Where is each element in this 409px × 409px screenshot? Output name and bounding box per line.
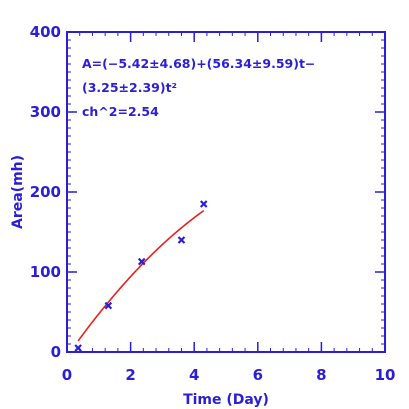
x-tick-label: 6 <box>253 366 263 384</box>
fit-curve <box>77 209 205 342</box>
annotation-line-1: A=(−5.42±4.68)+(56.34±9.59)t− <box>82 56 315 71</box>
y-tick-label: 400 <box>30 23 61 41</box>
data-point <box>104 301 113 310</box>
data-point <box>199 200 208 208</box>
x-tick-label: 4 <box>189 366 199 384</box>
major-ticks <box>66 31 386 353</box>
annotation-line-2: (3.25±2.39)t² <box>82 80 177 95</box>
x-tick-label: 10 <box>375 366 396 384</box>
data-point-stroke <box>137 257 146 266</box>
data-points <box>74 200 208 352</box>
y-tick-label: 100 <box>30 263 61 281</box>
annotation-line-3: ch^2=2.54 <box>82 104 159 119</box>
data-point-stroke <box>199 200 208 208</box>
x-axis-label: Time (Day) <box>183 392 269 408</box>
data-point <box>74 344 82 352</box>
x-tick-label: 2 <box>125 366 135 384</box>
data-point-stroke <box>177 236 186 244</box>
y-tick-label: 300 <box>30 103 61 121</box>
y-tick-label: 200 <box>30 183 61 201</box>
x-tick-label: 0 <box>62 366 72 384</box>
y-tick-label: 0 <box>51 343 61 361</box>
data-point <box>137 257 146 266</box>
y-axis-label: Area(mh) <box>10 155 26 229</box>
x-tick-label: 8 <box>316 366 326 384</box>
data-point-stroke <box>74 344 82 352</box>
data-point-stroke <box>104 301 113 310</box>
data-point <box>177 236 186 244</box>
